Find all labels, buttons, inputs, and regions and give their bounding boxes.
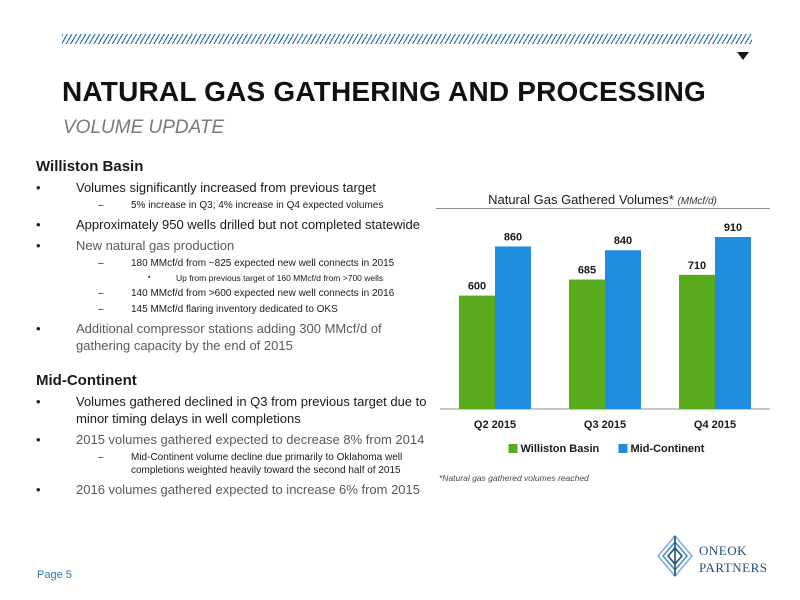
bar-1-2 (715, 237, 751, 409)
bar-0-2 (679, 274, 715, 409)
midcontinent-heading: Mid-Continent (36, 372, 137, 389)
x-tick-label-0: Q2 2015 (474, 419, 516, 431)
chart-title-unit: (MMcf/d) (677, 196, 717, 207)
midcontinent-bullet-1: Volumes gathered declined in Q3 from pre… (36, 393, 431, 427)
williston-bullet-3-sub-1-detail: Up from previous target of 160 MMcf/d fr… (36, 272, 431, 284)
bar-1-1 (605, 250, 641, 409)
midcontinent-bullet-2: 2015 volumes gathered expected to decrea… (36, 431, 431, 448)
logo-text-line-2: PARTNERS (699, 560, 768, 575)
williston-bullet-3: New natural gas production (36, 237, 431, 254)
triangle-marker-icon (737, 52, 749, 60)
bullet-content: Williston Basin Volumes significantly in… (36, 158, 431, 498)
williston-bullet-1-sub: 5% increase in Q3; 4% increase in Q4 exp… (36, 199, 431, 212)
volumes-bar-chart: 600 860 Q2 2015 685 840 Q3 2015 710 910 Q4 2015 W… (440, 222, 770, 455)
company-logo: ONEOK PARTNERS (655, 533, 775, 581)
williston-bullet-1: Volumes significantly increased from pre… (36, 179, 431, 196)
logo-mark-icon (656, 534, 694, 578)
chart-title-rule (436, 208, 770, 209)
williston-bullet-2: Approximately 950 wells drilled but not … (36, 216, 431, 233)
legend-swatch-1 (618, 444, 628, 453)
header-hatch-band (62, 34, 752, 44)
chart-title-text: Natural Gas Gathered Volumes* (488, 192, 674, 207)
chart-title: Natural Gas Gathered Volumes* (MMcf/d) (435, 192, 770, 207)
x-tick-label-2: Q4 2015 (694, 419, 736, 431)
williston-heading: Williston Basin (36, 158, 144, 175)
williston-bullet-3-sub-2: 140 MMcf/d from >600 expected new well c… (36, 287, 431, 300)
page-number: Page 5 (37, 569, 72, 581)
williston-bullet-4: Additional compressor stations adding 30… (36, 320, 431, 354)
page-subtitle: VOLUME UPDATE (63, 117, 225, 138)
logo-text-line-1: ONEOK (699, 543, 747, 558)
midcontinent-bullet-3: 2016 volumes gathered expected to increa… (36, 481, 431, 498)
bar-label-0-1: 685 (578, 265, 596, 277)
page-title: NATURAL GAS GATHERING AND PROCESSING (62, 76, 706, 107)
bar-1-0 (495, 246, 531, 409)
bar-label-1-1: 840 (614, 235, 632, 247)
legend-label-1: Mid-Continent (631, 443, 705, 455)
bar-0-1 (569, 279, 605, 409)
legend-swatch-0 (508, 444, 518, 453)
bar-label-0-0: 600 (468, 281, 486, 293)
midcontinent-bullet-2-sub: Mid-Continent volume decline due primari… (36, 451, 431, 477)
x-tick-label-1: Q3 2015 (584, 419, 626, 431)
williston-bullet-3-sub-3: 145 MMcf/d flaring inventory dedicated t… (36, 303, 431, 316)
bar-label-1-0: 860 (504, 231, 522, 243)
chart-footnote: *Natural gas gathered volumes reached (439, 473, 589, 483)
bar-0-0 (459, 295, 495, 409)
bar-label-0-2: 710 (688, 260, 706, 272)
legend-label-0: Williston Basin (521, 443, 600, 455)
bar-label-1-2: 910 (724, 222, 742, 234)
williston-bullet-3-sub-1: 180 MMcf/d from ~825 expected new well c… (36, 257, 431, 270)
